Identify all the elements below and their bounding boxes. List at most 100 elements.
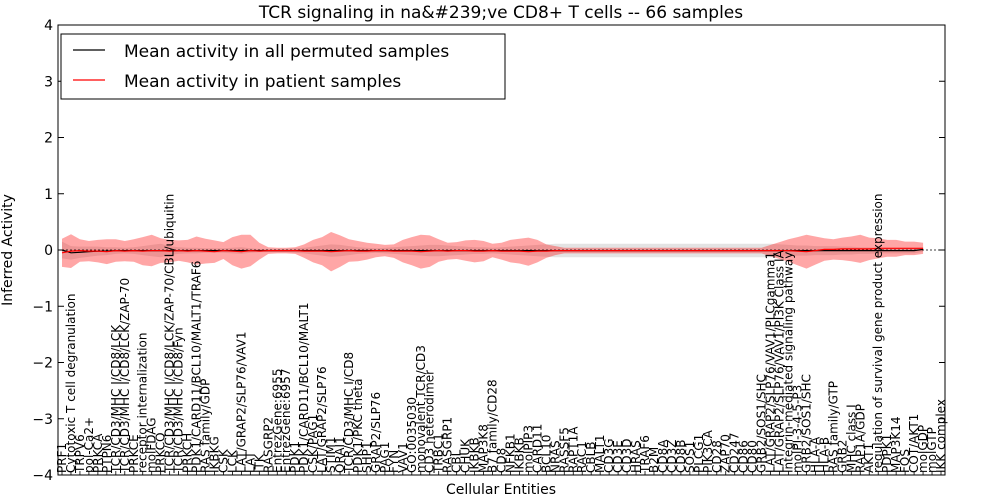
legend: Mean activity in all permuted samples Me…	[60, 33, 506, 100]
x-tick-label: LAT	[243, 451, 257, 473]
x-tick-label: receptor internalization	[136, 333, 150, 473]
x-tick-label: Integrin-mediated signaling pathway	[782, 252, 796, 473]
x-tick-label: CARD11	[530, 424, 544, 473]
x-tick-label: CHUK	[459, 438, 473, 473]
x-tick-label: NFKB1	[504, 433, 518, 473]
x-tick-label: TCR/CD3/MHC I/CD8/Fyn	[172, 327, 186, 474]
x-tick-label: EntrezGene:6955	[270, 369, 284, 474]
x-tick-label: HLA-B	[817, 437, 831, 473]
x-tick-label: LAT/GRAP2/SLP76/VAV1	[234, 332, 248, 473]
x-tick-label: PLCG1	[692, 434, 706, 473]
plot-frame	[57, 24, 946, 476]
y-tick-label: 4	[44, 18, 53, 34]
x-tick-label: RASGRP1	[441, 417, 455, 473]
x-tick-label: PRKCE	[127, 434, 141, 473]
x-tick-label: IKBKG	[208, 436, 222, 473]
y-tick-label: 2	[44, 131, 53, 147]
x-tick-label: B7 family/CD28	[486, 379, 500, 473]
x-tick-label: VAV1	[396, 442, 410, 473]
x-tick-label: CBL	[450, 449, 464, 473]
y-tick-label: 0	[44, 243, 53, 259]
x-tick-label: B2M	[647, 447, 661, 473]
x-tick-label: CD3D	[620, 439, 634, 474]
x-tick-label: pol-Ca2+	[82, 417, 96, 473]
x-tick-label: PRKCA	[91, 433, 105, 473]
y-tick-label: −3	[32, 412, 53, 428]
x-tick-label: HRAS	[629, 440, 643, 473]
x-tick-label: PTPN6	[100, 435, 114, 473]
x-tick-label: SHP1	[360, 441, 374, 473]
x-tick-label: LAT/GRAP2/SLP76/VAV1/PI3K Class IA	[773, 249, 787, 473]
x-tick-label: BCL10	[539, 435, 553, 473]
x-tick-label: LCK	[225, 449, 239, 473]
x-tick-label: SOS1	[683, 441, 697, 473]
x-tick-label: molGTP	[925, 427, 939, 473]
x-tick-label: STIM1	[324, 437, 338, 473]
x-tick-label: IKBKB	[512, 437, 526, 473]
x-axis-label: Cellular Entities	[446, 482, 556, 498]
x-tick-label: AKT1	[862, 443, 876, 473]
chart-title: TCR signaling in na&#239;ve CD8+ T cells…	[258, 3, 743, 23]
x-tick-label: CD3 heterodimer	[423, 370, 437, 473]
x-tick-label: RASGRP2	[261, 417, 275, 473]
x-tick-label: MHC class I	[844, 404, 858, 473]
x-tick-label: PRKCQ	[154, 432, 168, 473]
x-tick-label: GRAP2/SLP76	[369, 392, 383, 473]
x-tick-label: TRPV6	[73, 434, 87, 474]
x-tick-label: EntrezGene:6957	[279, 369, 293, 474]
x-tick-label: molFDAG	[145, 417, 159, 473]
x-tick-label: RAS family/GDP	[199, 379, 213, 473]
x-tick-label: CD28	[710, 440, 724, 473]
x-tick-label: PDK1	[288, 441, 302, 473]
x-tick-label: TRBC1	[432, 433, 446, 474]
x-tick-label: GRB2/SOS1/SHC	[800, 374, 814, 473]
x-tick-label: PRKCH	[181, 433, 195, 473]
x-tick-label: ORAI1	[333, 436, 347, 473]
x-tick-label: regulation of survival gene product expr…	[871, 194, 885, 473]
legend-label-permuted: Mean activity in all permuted samples	[124, 42, 449, 62]
x-tick-label: TCR/CD3/MHC I/CD8/LCK/ZAP-70	[118, 278, 132, 474]
x-tick-label: PDPK1	[880, 434, 894, 473]
x-tick-label: CSK/PAG1	[306, 414, 320, 473]
y-tick-label: −1	[32, 299, 53, 315]
legend-label-patient: Mean activity in patient samples	[124, 72, 401, 92]
y-tick-label: 1	[44, 187, 53, 203]
y-tick-label: −2	[32, 356, 53, 372]
x-tick-label: CD8A	[656, 439, 670, 473]
x-tick-label: HLA-A	[808, 436, 822, 473]
x-tick-label: LAT/GRAP2/SLP76/VAV1/PLCgamma1	[764, 252, 778, 473]
x-tick-label: CD80	[746, 440, 760, 473]
x-tick-label: RAPT1A	[566, 426, 580, 473]
x-tick-label: FOS	[898, 449, 912, 473]
x-tick-label: GRB2	[835, 439, 849, 473]
x-tick-label: MAP3K8	[477, 424, 491, 473]
x-tick-label: RASSF5	[557, 427, 571, 473]
x-tick-label: Cytotoxic T cell degranulation	[64, 294, 78, 473]
x-tick-label: NRAS	[548, 440, 562, 473]
x-tick-label: CBLB	[584, 441, 598, 473]
x-tick-label: TCR/CD3/MHC I/CD8/LCK/ZAP-70/CBL/ubiquit…	[163, 194, 177, 474]
x-tick-label: RAP1A/GDP	[853, 404, 867, 473]
x-tick-label: molPIP3	[521, 425, 535, 473]
band-patient	[62, 232, 924, 272]
x-tick-label: MALT1	[593, 434, 607, 473]
x-tick-label: TCR/CD3/MHC I/CD8/LCK	[109, 324, 123, 474]
y-tick-label: 3	[44, 74, 53, 90]
x-tick-label: PDK1/PKC theta	[351, 379, 365, 473]
x-tick-label: CD247	[728, 432, 742, 473]
x-tick-label: PAG1	[378, 442, 392, 473]
x-tick-label: RAC1	[575, 441, 589, 473]
x-tick-label: CD86	[737, 440, 751, 473]
series-line-patient	[61, 247, 924, 254]
x-tick-label: GO:0035030	[405, 397, 419, 473]
x-tick-label: TRAF6	[638, 435, 652, 474]
x-tick-label: CSK	[216, 448, 230, 473]
x-tick-label: TCR/CD3/MHC I/CD8	[342, 352, 356, 474]
x-tick-label: molGDP	[916, 425, 930, 473]
x-tick-label: IKBKB	[468, 437, 482, 473]
series-lines	[61, 247, 924, 254]
x-tick-label: ITK	[252, 453, 266, 473]
y-tick-label: −4	[32, 468, 53, 484]
